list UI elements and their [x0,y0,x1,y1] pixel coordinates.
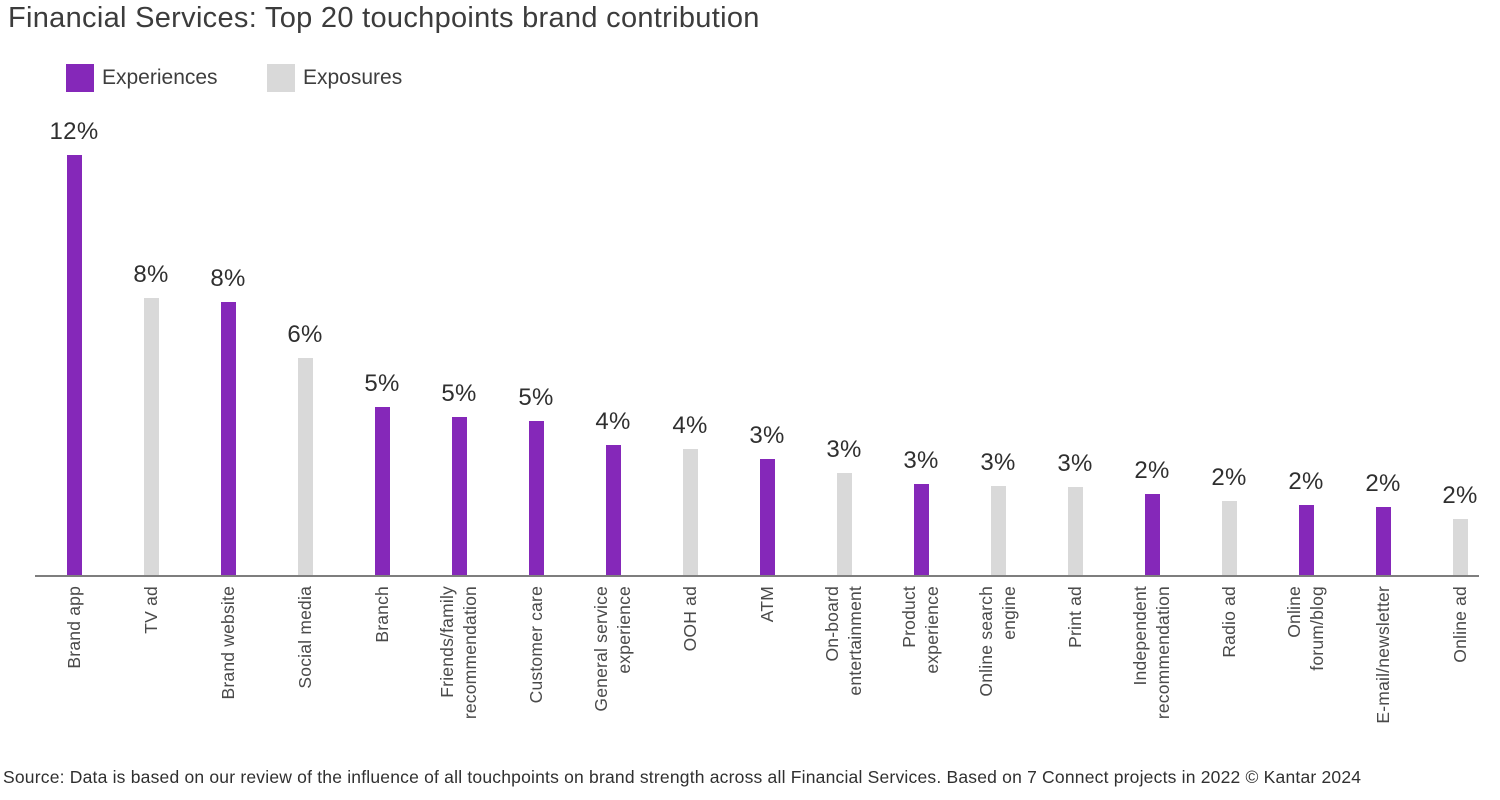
value-label: 4% [595,408,631,435]
value-label: 3% [826,436,862,463]
category-label-line: entertainment [845,586,865,696]
value-label: 3% [749,422,785,449]
bar-exposures [1221,501,1237,575]
value-label: 5% [518,384,554,411]
x-axis-line [35,575,1479,577]
bar-exposures [1067,487,1083,575]
chart-title: Financial Services: Top 20 touchpoints b… [8,2,760,34]
category-label-line: Online [1284,586,1304,638]
bar-experiences [374,407,390,575]
value-label: 2% [1134,457,1170,484]
legend-swatch-exposures [267,64,295,92]
category-label: Product experience [898,586,944,751]
category-label-line: Friends/family [437,586,457,698]
value-label: 6% [287,321,323,348]
value-label: 8% [133,261,169,288]
bar-experiences [913,484,929,575]
value-label: 2% [1211,464,1247,491]
category-label: Customer care [525,586,548,751]
category-label-line: Print ad [1064,586,1085,648]
category-label: Radio ad [1218,586,1241,751]
category-label: Online search engine [975,586,1021,751]
source-note: Source: Data is based on our review of t… [3,767,1362,787]
bar-exposures [1452,519,1468,575]
category-label: ATM [756,586,779,751]
value-label: 4% [672,412,708,439]
bar-exposures [990,486,1006,575]
bar-experiences [220,302,236,575]
category-label-line: E-mail/newsletter [1372,586,1393,724]
value-label: 3% [903,447,939,474]
category-label: On-board entertainment [821,586,867,751]
category-label-line: TV ad [140,586,161,634]
category-label: Friends/family recommendation [436,586,482,751]
value-label: 2% [1288,468,1324,495]
category-label: E-mail/newsletter [1372,586,1395,751]
legend-label-exposures: Exposures [303,66,403,89]
bar-exposures [682,449,698,575]
category-label: Independent recommendation [1129,586,1175,751]
bar-experiences [1298,505,1314,575]
value-label: 8% [210,265,246,292]
category-label: General service experience [590,586,636,751]
bar-exposures [297,358,313,575]
category-label-line: ATM [756,586,777,623]
bar-experiences [759,459,775,575]
category-label-line: Online search [976,586,996,697]
category-label-line: engine [999,586,1019,640]
bar-exposures [143,298,159,575]
category-label-line: Branch [371,586,392,643]
category-label: OOH ad [679,586,702,751]
bar-experiences [1375,507,1391,575]
category-label-line: Social media [294,586,315,689]
bar-exposures [836,473,852,575]
category-label-line: Product [899,586,919,648]
category-label: Brand app [63,586,86,751]
value-label: 2% [1365,470,1401,497]
value-label: 5% [441,380,477,407]
category-label-line: forum/blog [1307,586,1327,671]
category-label-line: On-board [822,586,842,662]
bar-experiences [605,445,621,575]
value-label: 2% [1442,482,1478,509]
category-label-line: General service [591,586,611,712]
category-label: TV ad [140,586,163,751]
category-label-line: Radio ad [1218,586,1239,658]
category-label: Online forum/blog [1283,586,1329,751]
value-label: 3% [1057,450,1093,477]
category-label-line: recommendation [1153,586,1173,720]
category-label-line: Online ad [1449,586,1470,663]
category-label: Online ad [1449,586,1472,751]
category-label-line: experience [614,586,634,674]
bar-experiences [451,417,467,575]
category-label: Print ad [1064,586,1087,751]
legend-label-experiences: Experiences [102,66,218,89]
bar-experiences [1144,494,1160,575]
category-label: Branch [371,586,394,751]
value-label: 3% [980,449,1016,476]
category-label-line: recommendation [460,586,480,720]
category-label-line: Brand app [63,586,84,669]
value-label: 12% [49,118,99,145]
value-label: 5% [364,370,400,397]
category-label-line: Customer care [525,586,546,704]
category-label-line: Independent [1130,586,1150,686]
category-label: Social media [294,586,317,751]
legend-swatch-experiences [66,64,94,92]
category-label-line: experience [922,586,942,674]
category-label-line: OOH ad [679,586,700,652]
category-label-line: Brand website [217,586,238,700]
bar-experiences [66,155,82,575]
category-label: Brand website [217,586,240,751]
bar-experiences [528,421,544,575]
